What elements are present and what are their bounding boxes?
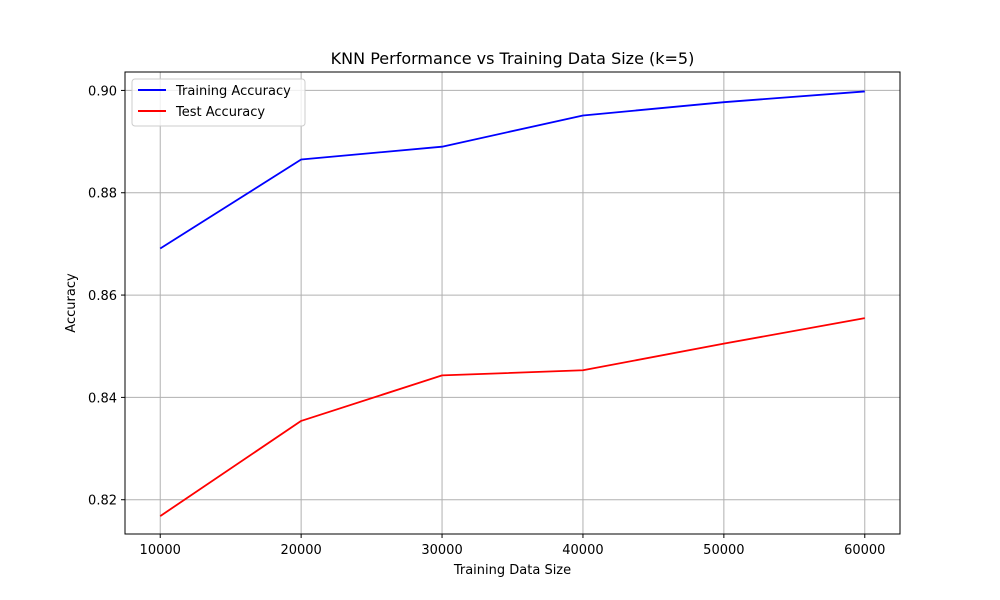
y-axis-label: Accuracy (64, 273, 79, 333)
chart-title: KNN Performance vs Training Data Size (k… (331, 49, 695, 68)
x-tick-label: 30000 (421, 543, 462, 558)
plot-area-frame (124, 71, 901, 535)
y-tick-label: 0.86 (88, 289, 117, 304)
legend-label-training-accuracy: Training Accuracy (175, 84, 291, 99)
y-tick-label: 0.88 (88, 187, 117, 202)
legend: Training Accuracy Test Accuracy (131, 78, 306, 127)
x-axis: 10000 20000 30000 40000 50000 60000 (140, 534, 885, 558)
series-lines (159, 90, 865, 517)
y-tick-label: 0.82 (88, 494, 117, 509)
y-tick-label: 0.84 (88, 391, 117, 406)
y-tick-label: 0.90 (88, 84, 117, 99)
series-line-test-accuracy (159, 317, 865, 517)
x-axis-label: Training Data Size (453, 563, 571, 578)
x-tick-label: 20000 (280, 543, 321, 558)
x-tick-label: 40000 (562, 543, 603, 558)
legend-label-test-accuracy: Test Accuracy (175, 105, 265, 120)
y-axis: 0.82 0.84 0.86 0.88 0.90 (88, 84, 125, 509)
legend-box (131, 78, 306, 127)
grid (125, 72, 900, 534)
x-tick-label: 10000 (140, 543, 181, 558)
x-tick-label: 60000 (844, 543, 885, 558)
x-tick-label: 50000 (703, 543, 744, 558)
series-line-training-accuracy (159, 90, 865, 250)
